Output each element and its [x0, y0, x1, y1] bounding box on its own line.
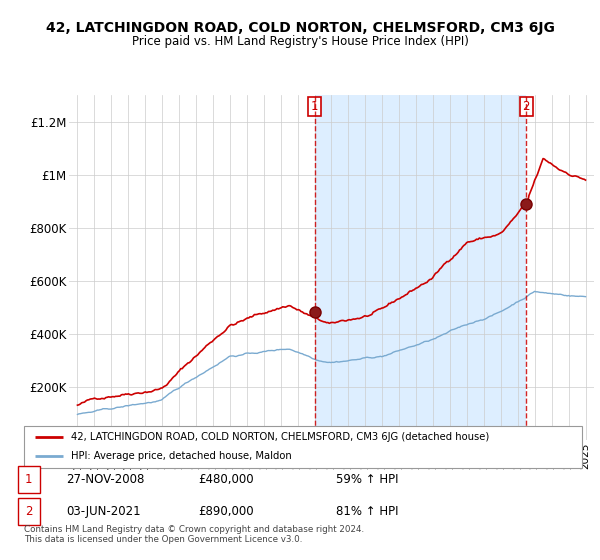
FancyBboxPatch shape [18, 498, 40, 525]
Text: 1: 1 [25, 473, 32, 486]
Text: £480,000: £480,000 [198, 473, 254, 486]
FancyBboxPatch shape [18, 466, 40, 493]
Text: 2: 2 [523, 100, 530, 113]
Text: 1: 1 [311, 100, 319, 113]
Text: 03-JUN-2021: 03-JUN-2021 [66, 505, 140, 517]
Text: HPI: Average price, detached house, Maldon: HPI: Average price, detached house, Mald… [71, 451, 292, 461]
Text: 59% ↑ HPI: 59% ↑ HPI [336, 473, 398, 486]
Text: 42, LATCHINGDON ROAD, COLD NORTON, CHELMSFORD, CM3 6JG: 42, LATCHINGDON ROAD, COLD NORTON, CHELM… [46, 21, 554, 35]
Text: 42, LATCHINGDON ROAD, COLD NORTON, CHELMSFORD, CM3 6JG (detached house): 42, LATCHINGDON ROAD, COLD NORTON, CHELM… [71, 432, 490, 441]
Text: £890,000: £890,000 [198, 505, 254, 517]
Text: Contains HM Land Registry data © Crown copyright and database right 2024.
This d: Contains HM Land Registry data © Crown c… [24, 525, 364, 544]
Bar [314, 95, 526, 440]
FancyBboxPatch shape [24, 426, 582, 468]
Text: 27-NOV-2008: 27-NOV-2008 [66, 473, 145, 486]
Text: 81% ↑ HPI: 81% ↑ HPI [336, 505, 398, 517]
Text: Price paid vs. HM Land Registry's House Price Index (HPI): Price paid vs. HM Land Registry's House … [131, 35, 469, 48]
Text: 2: 2 [25, 505, 32, 517]
